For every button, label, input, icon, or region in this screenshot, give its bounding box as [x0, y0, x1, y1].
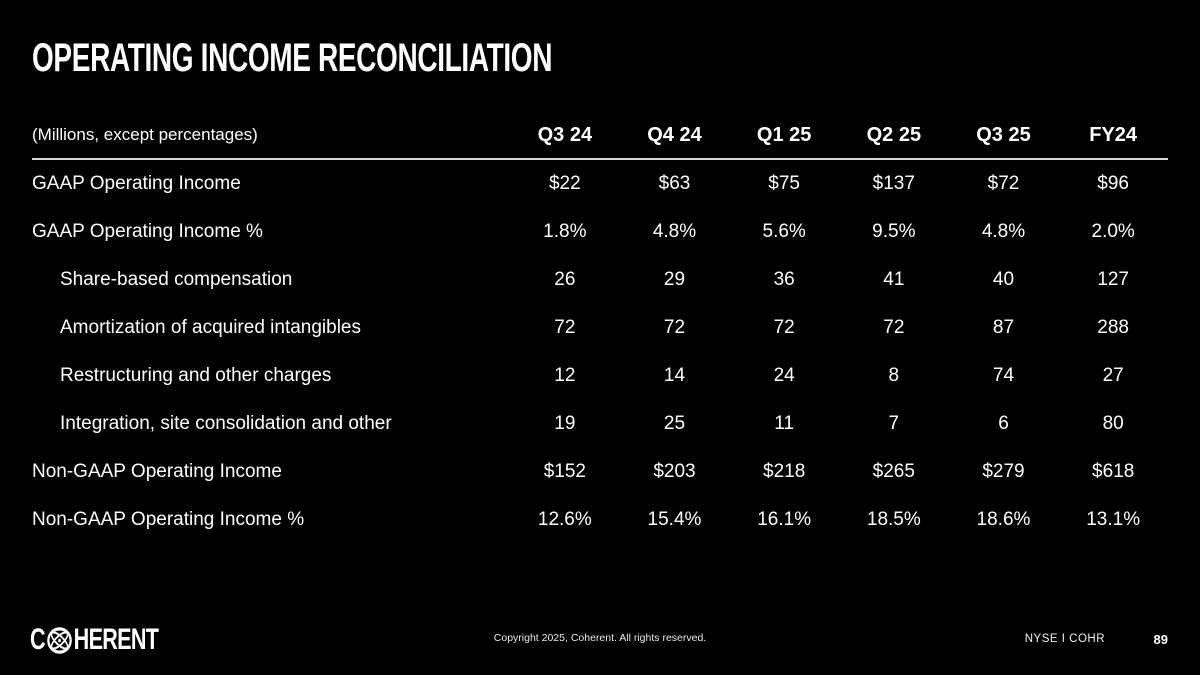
- cell-value: 5.6%: [762, 221, 806, 242]
- cell-value: $22: [548, 173, 581, 194]
- cell-value: 26: [554, 269, 576, 290]
- cell-value: 18.5%: [866, 509, 921, 530]
- table-header-row: (Millions, except percentages) Q3 24 Q4 2…: [32, 112, 1168, 160]
- coherent-logo: C HERENT: [30, 623, 159, 656]
- cell-value: 288: [1097, 317, 1129, 338]
- cell-value: 41: [883, 269, 905, 290]
- table-row: Share-based compensation 26 29 36 41 40 127: [32, 256, 1168, 304]
- cell-value: $203: [653, 461, 696, 482]
- cell-value: $75: [768, 173, 800, 194]
- logo-text-prefix: C: [30, 623, 46, 656]
- cell-value: 6: [998, 413, 1009, 434]
- cell-value: 74: [992, 365, 1015, 386]
- column-header: Q4 24: [647, 123, 702, 146]
- units-note: (Millions, except percentages): [32, 125, 258, 144]
- coherent-globe-icon: [46, 626, 72, 654]
- cell-value: 40: [992, 269, 1015, 290]
- cell-value: $72: [987, 173, 1020, 194]
- cell-value: 8: [888, 365, 900, 386]
- table-row: Amortization of acquired intangibles 72 72…: [32, 304, 1168, 352]
- cell-value: 127: [1097, 269, 1129, 290]
- cell-value: 4.8%: [981, 221, 1026, 242]
- cell-value: $96: [1097, 173, 1129, 194]
- cell-value: $618: [1092, 461, 1135, 482]
- cell-value: $152: [543, 461, 586, 482]
- cell-value: 16.1%: [757, 509, 812, 530]
- cell-value: 29: [663, 269, 686, 290]
- cell-value: 24: [773, 365, 795, 386]
- row-label: Share-based compensation: [60, 269, 293, 290]
- page-title: OPERATING INCOME RECONCILIATION: [32, 36, 553, 80]
- column-header: Q1 25: [756, 123, 812, 146]
- column-header: Q3 24: [537, 123, 593, 146]
- row-label: Restructuring and other charges: [60, 365, 332, 386]
- cell-value: 13.1%: [1086, 509, 1141, 530]
- cell-value: 72: [773, 317, 795, 338]
- row-label: Integration, site consolidation and othe…: [60, 413, 392, 434]
- logo-text-suffix: HERENT: [73, 623, 159, 656]
- row-label: Amortization of acquired intangibles: [60, 317, 362, 338]
- cell-value: 11: [774, 413, 795, 434]
- cell-value: 9.5%: [872, 221, 916, 242]
- cell-value: $63: [658, 173, 691, 194]
- reconciliation-table: (Millions, except percentages) Q3 24 Q4 2…: [32, 112, 1168, 544]
- cell-value: $218: [763, 461, 806, 482]
- table-row: GAAP Operating Income % 1.8% 4.8% 5.6% 9.5% 4…: [32, 208, 1168, 256]
- cell-value: 87: [992, 317, 1015, 338]
- cell-value: 7: [888, 413, 900, 434]
- cell-value: 19: [554, 413, 576, 434]
- cell-value: 80: [1102, 413, 1124, 434]
- cell-value: 15.4%: [647, 509, 702, 530]
- copyright-text: Copyright 2025, Coherent. All rights res…: [493, 632, 707, 644]
- cell-value: 72: [554, 317, 576, 338]
- table-row: GAAP Operating Income $22 $63 $75 $137 $72 $96: [32, 160, 1168, 208]
- cell-value: $279: [982, 461, 1025, 482]
- cell-value: 2.0%: [1091, 221, 1135, 242]
- cell-value: $265: [872, 461, 915, 482]
- cell-value: $137: [872, 173, 915, 194]
- page-number: 89: [1153, 632, 1168, 647]
- row-label: Non-GAAP Operating Income %: [32, 509, 305, 530]
- column-header: FY24: [1089, 123, 1138, 146]
- cell-value: 18.6%: [976, 509, 1031, 530]
- table-row: Restructuring and other charges 12 14 24 8 74…: [32, 352, 1168, 400]
- cell-value: 12: [554, 365, 576, 386]
- cell-value: 14: [663, 365, 686, 386]
- row-label: Non-GAAP Operating Income: [32, 461, 282, 482]
- cell-value: 25: [663, 413, 686, 434]
- cell-value: 36: [773, 269, 795, 290]
- row-label: GAAP Operating Income %: [32, 221, 263, 242]
- column-header: Q2 25: [866, 123, 922, 146]
- ticker-text: NYSE I COHR: [1024, 633, 1105, 645]
- cell-value: 1.8%: [543, 221, 587, 242]
- cell-value: 72: [663, 317, 686, 338]
- table-row: Non-GAAP Operating Income $152 $203 $218 $26…: [32, 448, 1168, 496]
- row-label: GAAP Operating Income: [32, 173, 241, 194]
- cell-value: 27: [1102, 365, 1124, 386]
- table-row: Non-GAAP Operating Income % 12.6% 15.4% 16.…: [32, 496, 1168, 544]
- cell-value: 12.6%: [537, 509, 592, 530]
- table-body: GAAP Operating Income $22 $63 $75 $137 $72 $96…: [32, 160, 1168, 544]
- cell-value: 4.8%: [652, 221, 697, 242]
- column-header: Q3 25: [976, 123, 1031, 146]
- cell-value: 72: [883, 317, 905, 338]
- table-row: Integration, site consolidation and othe…: [32, 400, 1168, 448]
